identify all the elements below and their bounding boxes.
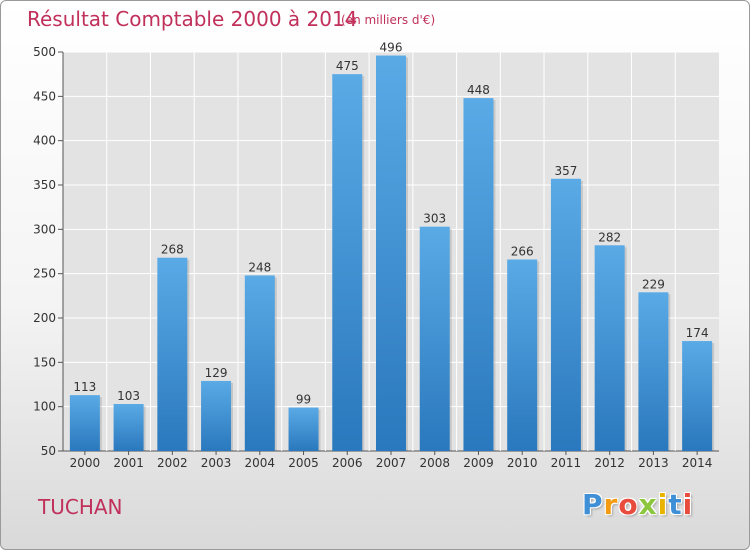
data-label-2007: 496: [380, 41, 403, 55]
data-label-2006: 475: [336, 59, 359, 73]
logo-letter: t: [668, 488, 683, 521]
bar-2011: [550, 178, 581, 451]
bar-2000: [69, 395, 100, 451]
y-tick-label: 100: [33, 400, 56, 414]
bar-2009: [463, 98, 494, 452]
data-label-2000: 113: [73, 380, 96, 394]
x-tick-label: 2011: [551, 456, 582, 470]
bar-2006: [332, 74, 363, 452]
data-label-2011: 357: [554, 164, 577, 178]
x-tick-label: 2007: [376, 456, 407, 470]
y-tick-label: 250: [33, 267, 56, 281]
y-tick-label: 200: [33, 311, 56, 325]
logo-letter: o: [618, 488, 639, 521]
y-tick-label: 50: [41, 444, 56, 458]
x-tick-label: 2002: [157, 456, 188, 470]
data-label-2010: 266: [511, 244, 534, 258]
y-tick-label: 300: [33, 222, 56, 236]
x-tick-label: 2000: [70, 456, 101, 470]
y-tick-label: 400: [33, 134, 56, 148]
logo-letter: i: [657, 488, 669, 521]
x-tick-label: 2006: [332, 456, 363, 470]
bar-2010: [507, 259, 538, 451]
x-tick-label: 2003: [201, 456, 232, 470]
logo-letter: P: [582, 488, 604, 521]
proxiti-logo[interactable]: Proxiti: [582, 488, 693, 521]
data-label-2002: 268: [161, 243, 184, 257]
data-label-2012: 282: [598, 230, 621, 244]
x-tick-label: 2005: [288, 456, 319, 470]
data-label-2003: 129: [205, 366, 228, 380]
bar-2008: [419, 226, 450, 451]
data-label-2001: 103: [117, 389, 140, 403]
bar-2007: [376, 55, 406, 452]
x-tick-label: 2004: [245, 456, 276, 470]
chart-subtitle: (en milliers d'€): [341, 13, 436, 27]
x-tick-label: 2014: [682, 456, 713, 470]
data-label-2005: 99: [296, 393, 311, 407]
bar-2003: [201, 380, 232, 451]
y-tick-label: 500: [33, 45, 56, 59]
data-label-2013: 229: [642, 277, 665, 291]
y-tick-label: 450: [33, 89, 56, 103]
y-tick-label: 150: [33, 355, 56, 369]
logo-letter: i: [682, 488, 694, 521]
x-tick-label: 2001: [113, 456, 144, 470]
x-tick-label: 2008: [419, 456, 450, 470]
bar-2013: [638, 292, 669, 451]
x-tick-label: 2009: [463, 456, 494, 470]
bar-2012: [594, 245, 625, 451]
data-label-2009: 448: [467, 83, 490, 97]
chart-title: Résultat Comptable 2000 à 2014: [27, 7, 358, 31]
data-label-2008: 303: [423, 212, 446, 226]
logo-letter: x: [638, 488, 658, 521]
bar-2014: [682, 341, 713, 451]
commune-name: TUCHAN: [38, 495, 123, 519]
x-tick-label: 2010: [507, 456, 538, 470]
data-label-2004: 248: [248, 260, 271, 274]
y-tick-label: 350: [33, 178, 56, 192]
bar-2004: [244, 275, 275, 451]
bar-2001: [113, 404, 144, 451]
logo-letter: r: [603, 488, 619, 521]
bar-2002: [157, 257, 188, 451]
x-tick-label: 2013: [638, 456, 669, 470]
data-label-2014: 174: [686, 326, 709, 340]
x-tick-label: 2012: [594, 456, 625, 470]
bar-2005: [288, 407, 319, 451]
